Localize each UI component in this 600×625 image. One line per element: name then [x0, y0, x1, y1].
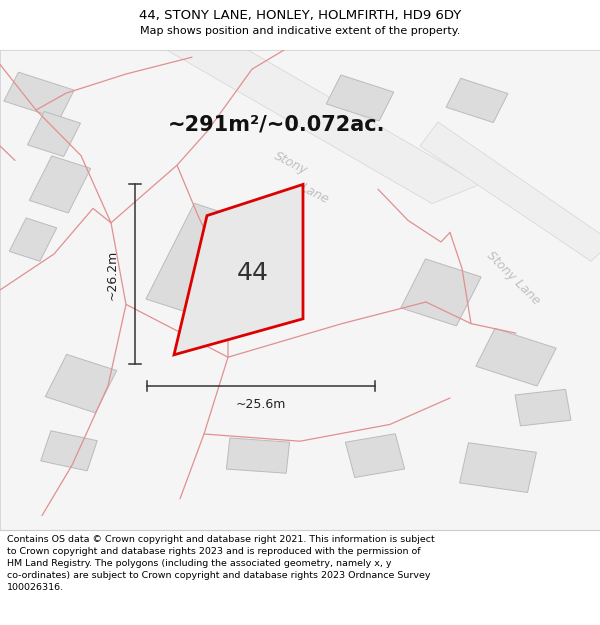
- Polygon shape: [346, 434, 404, 478]
- Polygon shape: [28, 111, 80, 156]
- Polygon shape: [420, 122, 600, 261]
- Text: 44: 44: [237, 261, 269, 285]
- Text: ~26.2m: ~26.2m: [105, 249, 118, 299]
- Polygon shape: [326, 75, 394, 121]
- Text: 44, STONY LANE, HONLEY, HOLMFIRTH, HD9 6DY: 44, STONY LANE, HONLEY, HOLMFIRTH, HD9 6…: [139, 9, 461, 22]
- Polygon shape: [9, 218, 57, 261]
- Polygon shape: [174, 184, 303, 355]
- Text: Stony: Stony: [272, 149, 310, 177]
- Text: Stony Lane: Stony Lane: [484, 249, 542, 308]
- Polygon shape: [150, 21, 480, 204]
- Polygon shape: [401, 259, 481, 326]
- Polygon shape: [226, 438, 290, 473]
- Text: ~291m²/~0.072ac.: ~291m²/~0.072ac.: [167, 114, 385, 134]
- Polygon shape: [29, 156, 91, 213]
- Text: Lane: Lane: [299, 181, 331, 207]
- Polygon shape: [460, 442, 536, 493]
- Text: ~25.6m: ~25.6m: [236, 398, 286, 411]
- Polygon shape: [4, 72, 74, 119]
- Polygon shape: [476, 328, 556, 386]
- Polygon shape: [146, 203, 286, 329]
- Text: Contains OS data © Crown copyright and database right 2021. This information is : Contains OS data © Crown copyright and d…: [7, 535, 435, 592]
- Text: Map shows position and indicative extent of the property.: Map shows position and indicative extent…: [140, 26, 460, 36]
- Polygon shape: [45, 354, 117, 413]
- Polygon shape: [41, 431, 97, 471]
- Polygon shape: [446, 78, 508, 122]
- Polygon shape: [515, 389, 571, 426]
